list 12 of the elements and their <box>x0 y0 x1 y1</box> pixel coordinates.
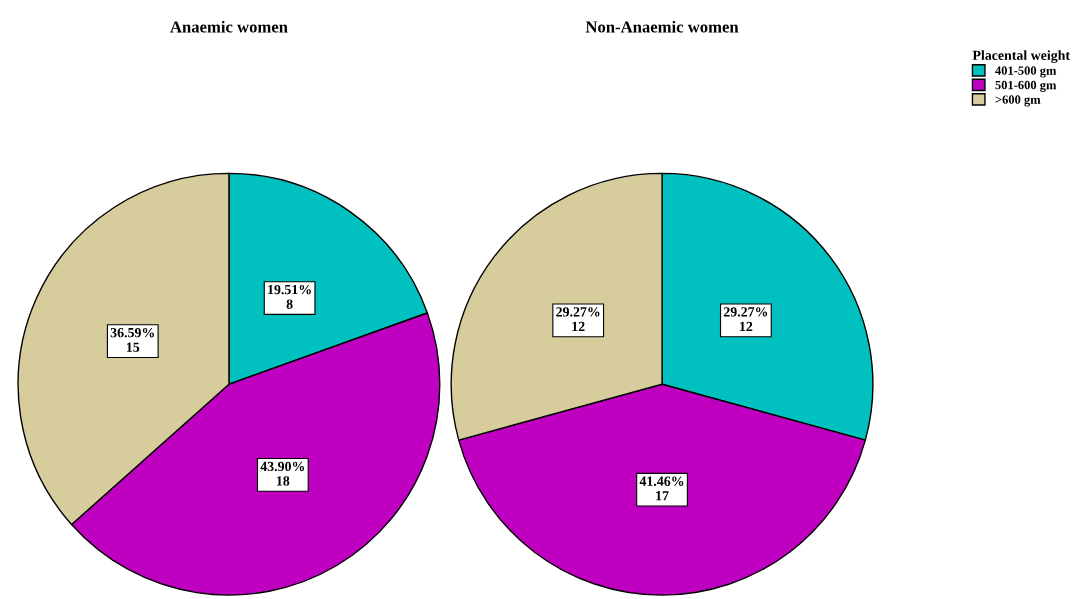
data-label: 41.46% 17 <box>639 476 684 501</box>
chart-title: Anaemic women <box>170 20 288 33</box>
legend-label: 401-500 gm <box>995 66 1057 78</box>
data-label: 43.90% 18 <box>260 461 305 486</box>
legend-label: >600 gm <box>995 95 1041 107</box>
data-label: 29.27% 12 <box>556 307 600 331</box>
data-label: 36.59% 15 <box>110 327 155 352</box>
chart-title: Non-Anaemic women <box>585 20 739 33</box>
legend-label: 501-600 gm <box>995 80 1057 92</box>
data-label: 29.27% 12 <box>723 307 768 331</box>
legend-title: Placental weight <box>972 50 1070 63</box>
data-label: 19.51% 8 <box>268 284 311 309</box>
